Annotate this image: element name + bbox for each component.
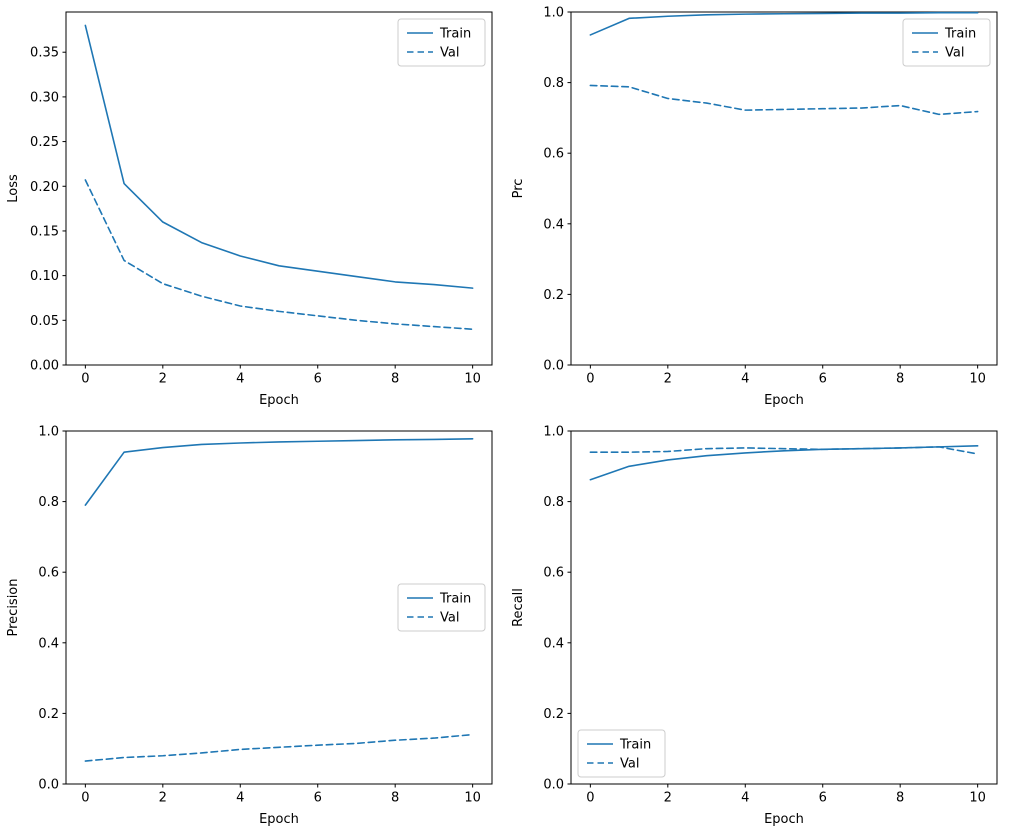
x-tick-label: 2 <box>664 791 672 806</box>
axes-spines <box>65 11 493 366</box>
y-tick-label: 0.0 <box>38 778 59 793</box>
y-tick-label: 0.4 <box>543 636 564 651</box>
series-line-val <box>84 179 474 331</box>
y-tick-label: 0.8 <box>543 495 564 510</box>
x-tick-label: 10 <box>969 372 986 387</box>
axes-spines <box>65 430 493 785</box>
y-tick-label: 0.6 <box>543 147 564 162</box>
x-tick-label: 2 <box>664 372 672 387</box>
series-line-val <box>589 446 979 455</box>
series-line-train <box>589 445 979 481</box>
x-axis-label: Epoch <box>764 812 804 827</box>
legend-box <box>397 583 486 632</box>
x-tick-label: 4 <box>741 791 749 806</box>
series-line-val <box>84 733 474 762</box>
legend-entry-label: Val <box>440 611 459 626</box>
y-axis-label: Precision <box>6 578 21 636</box>
legend-box <box>902 18 991 67</box>
y-tick-label: 0.15 <box>30 224 59 239</box>
y-tick-label: 0.0 <box>543 778 564 793</box>
x-tick-label: 0 <box>81 372 89 387</box>
x-tick-label: 6 <box>314 372 322 387</box>
x-axis-label: Epoch <box>764 393 804 408</box>
y-tick-label: 0.6 <box>543 566 564 581</box>
y-tick-label: 0.2 <box>543 707 564 722</box>
prc-chart-panel: 0 2 4 6 8 10 0.0 0.2 0.4 0.6 0.8 1.0 Epoch Prc Train Va… <box>505 0 1010 419</box>
axes-spines <box>570 430 998 785</box>
y-tick-label: 0.2 <box>543 288 564 303</box>
y-tick-label: 0.35 <box>30 46 59 61</box>
x-axis-label: Epoch <box>259 393 299 408</box>
y-tick-label: 0.8 <box>38 495 59 510</box>
y-tick-label: 1.0 <box>38 425 59 440</box>
loss-chart: 0 2 4 6 8 10 0.00 0.05 0.10 0.15 0.20 0.25 0.30 0.35 E… <box>6 11 493 408</box>
x-tick-label: 0 <box>81 791 89 806</box>
loss-chart-panel: 0 2 4 6 8 10 0.00 0.05 0.10 0.15 0.20 0.25 0.30 0.35 E… <box>0 0 505 419</box>
y-tick-label: 0.6 <box>38 566 59 581</box>
axes-spines <box>570 11 998 366</box>
x-tick-label: 4 <box>236 372 244 387</box>
legend-entry-label: Train <box>944 27 976 42</box>
legend-entry-label: Val <box>620 757 639 772</box>
legend-entry-label: Val <box>945 46 964 61</box>
y-tick-label: 0.05 <box>30 314 59 329</box>
y-tick-label: 0.0 <box>543 359 564 374</box>
series-line-val <box>589 84 979 116</box>
x-tick-label: 10 <box>969 791 986 806</box>
prc-chart: 0 2 4 6 8 10 0.0 0.2 0.4 0.6 0.8 1.0 Epoch Prc Train Va… <box>511 6 998 408</box>
x-tick-label: 10 <box>464 372 481 387</box>
precision-chart: 0 2 4 6 8 10 0.0 0.2 0.4 0.6 0.8 1.0 Epoch Precision T… <box>6 425 493 827</box>
series-line-train <box>84 437 474 506</box>
x-tick-label: 8 <box>896 791 904 806</box>
y-tick-label: 0.8 <box>543 76 564 91</box>
legend-entry-label: Train <box>619 738 651 753</box>
x-tick-label: 10 <box>464 791 481 806</box>
legend-box <box>397 18 486 67</box>
y-tick-label: 0.2 <box>38 707 59 722</box>
x-tick-label: 0 <box>586 372 594 387</box>
y-tick-label: 0.10 <box>30 269 59 284</box>
x-tick-label: 4 <box>236 791 244 806</box>
y-axis-label: Loss <box>6 174 21 203</box>
y-axis-label: Recall <box>511 588 526 627</box>
x-tick-label: 2 <box>159 791 167 806</box>
y-tick-label: 1.0 <box>543 6 564 21</box>
x-tick-label: 0 <box>586 791 594 806</box>
y-tick-label: 0.25 <box>30 135 59 150</box>
x-tick-label: 8 <box>391 372 399 387</box>
legend-box <box>577 729 666 778</box>
x-tick-label: 6 <box>819 791 827 806</box>
x-tick-label: 6 <box>314 791 322 806</box>
recall-chart: 0 2 4 6 8 10 0.0 0.2 0.4 0.6 0.8 1.0 Epoch Recall Trai… <box>511 425 998 827</box>
precision-chart-panel: 0 2 4 6 8 10 0.0 0.2 0.4 0.6 0.8 1.0 Epoch Precision T… <box>0 419 505 838</box>
legend-entry-label: Train <box>439 27 471 42</box>
recall-chart-panel: 0 2 4 6 8 10 0.0 0.2 0.4 0.6 0.8 1.0 Epoch Recall Trai… <box>505 419 1010 838</box>
y-tick-label: 0.4 <box>38 636 59 651</box>
legend-entry-label: Train <box>439 592 471 607</box>
x-tick-label: 4 <box>741 372 749 387</box>
y-tick-label: 0.00 <box>30 359 59 374</box>
x-tick-label: 8 <box>896 372 904 387</box>
y-axis-label: Prc <box>511 179 526 199</box>
y-tick-label: 1.0 <box>543 425 564 440</box>
x-axis-label: Epoch <box>259 812 299 827</box>
y-tick-label: 0.20 <box>30 180 59 195</box>
y-tick-label: 0.30 <box>30 90 59 105</box>
series-line-train <box>84 24 474 289</box>
y-tick-label: 0.4 <box>543 217 564 232</box>
series-line-train <box>589 11 979 36</box>
x-tick-label: 2 <box>159 372 167 387</box>
x-tick-label: 6 <box>819 372 827 387</box>
legend-entry-label: Val <box>440 46 459 61</box>
x-tick-label: 8 <box>391 791 399 806</box>
